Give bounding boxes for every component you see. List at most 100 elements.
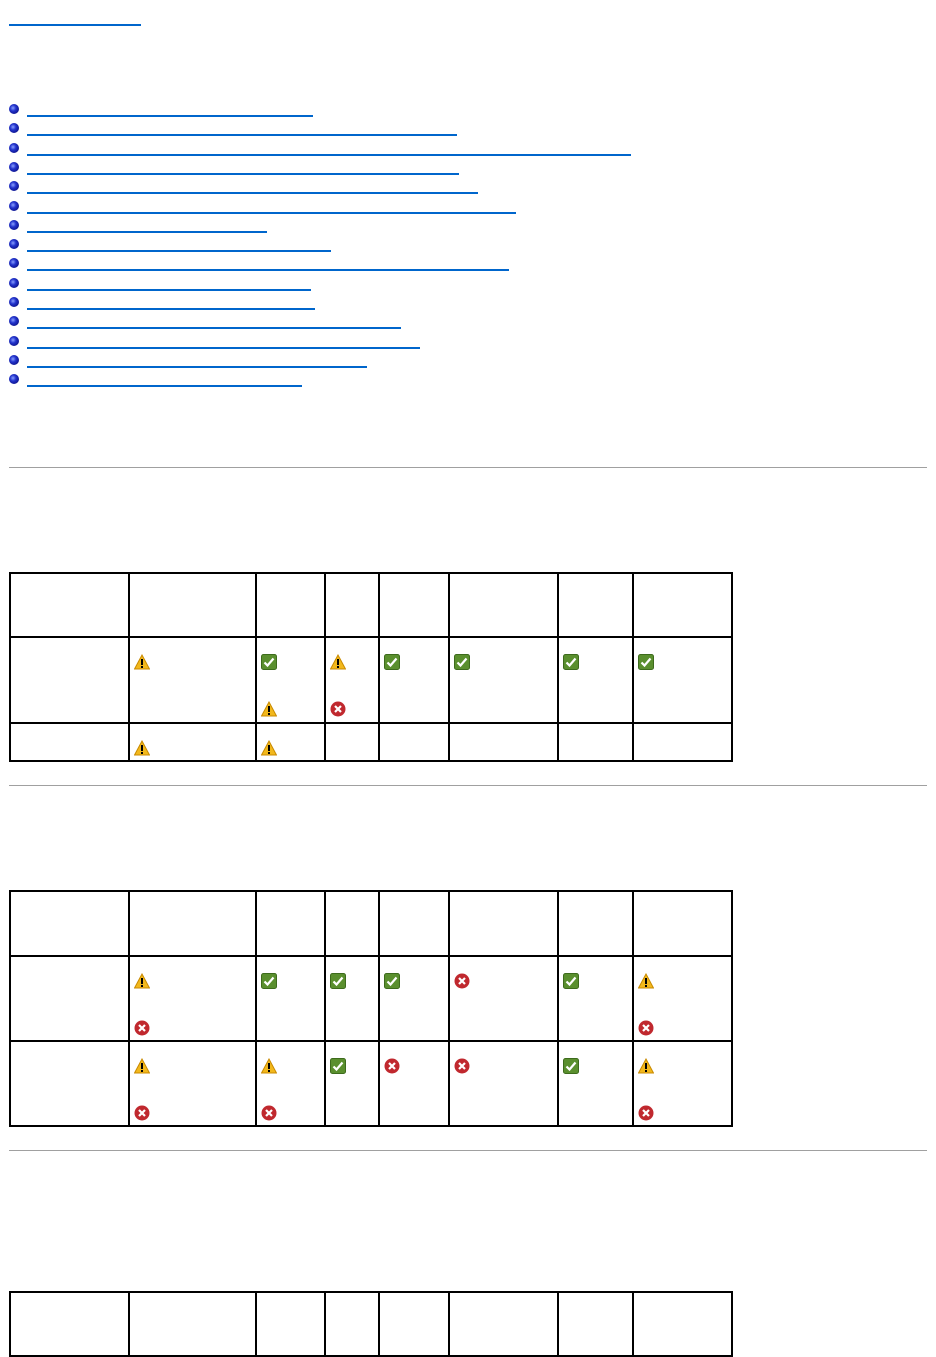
table-cell	[9, 636, 130, 724]
bullet-icon	[9, 335, 19, 346]
table-cell	[9, 722, 130, 762]
table-cell	[632, 636, 733, 724]
divider	[9, 785, 927, 786]
error-icon	[134, 1105, 150, 1121]
table-cell	[378, 955, 450, 1042]
table-cell	[324, 636, 380, 724]
table-cell	[9, 955, 130, 1042]
warning-icon	[637, 1057, 655, 1074]
table-cell	[255, 572, 326, 638]
status-table	[9, 572, 733, 762]
table-cell	[632, 1291, 733, 1357]
toc-link[interactable]	[27, 250, 331, 253]
status-table	[9, 1291, 733, 1357]
table-cell	[378, 1040, 450, 1127]
check-icon	[454, 654, 470, 670]
table-cell	[448, 722, 559, 762]
table-cell	[378, 722, 450, 762]
table-cell	[448, 955, 559, 1042]
table-cell	[9, 1291, 130, 1357]
table-cell	[255, 722, 326, 762]
bullet-icon	[9, 239, 19, 250]
warning-icon	[133, 739, 151, 756]
warning-icon	[133, 972, 151, 989]
error-icon	[638, 1020, 654, 1036]
bullet-icon	[9, 297, 19, 307]
table-cell	[128, 572, 257, 638]
table-cell	[632, 890, 733, 957]
error-icon	[134, 1020, 150, 1036]
table-cell	[255, 955, 326, 1042]
table-cell	[378, 636, 450, 724]
toc-link[interactable]	[27, 346, 420, 349]
check-icon	[563, 654, 579, 670]
error-icon	[384, 1058, 400, 1074]
table-cell	[557, 636, 634, 724]
table-cell	[632, 722, 733, 762]
toc-link[interactable]	[27, 308, 315, 310]
toc-link[interactable]	[27, 211, 516, 214]
error-icon	[638, 1105, 654, 1121]
table-row	[9, 955, 733, 1042]
toc-link[interactable]	[27, 230, 267, 233]
toc-link[interactable]	[27, 327, 401, 330]
warning-icon	[637, 972, 655, 989]
warning-icon	[133, 1057, 151, 1074]
table-cell	[448, 636, 559, 724]
table-cell	[557, 722, 634, 762]
table-cell	[324, 722, 380, 762]
toc-link[interactable]	[27, 288, 311, 291]
table-cell	[9, 1040, 130, 1127]
table-cell	[378, 890, 450, 957]
table-cell	[9, 572, 130, 638]
table-cell	[632, 1040, 733, 1127]
top-link[interactable]	[9, 24, 141, 26]
error-icon	[261, 1105, 277, 1121]
table-cell	[255, 1040, 326, 1127]
table-cell	[255, 1291, 326, 1357]
check-icon	[384, 654, 400, 670]
error-icon	[330, 701, 346, 717]
bullet-icon	[9, 123, 19, 134]
check-icon	[261, 973, 277, 989]
warning-icon	[329, 653, 347, 670]
table-cell	[557, 1040, 634, 1127]
toc-link[interactable]	[27, 153, 631, 156]
bullet-icon	[9, 258, 19, 269]
bullet-icon	[9, 161, 19, 172]
table-cell	[9, 890, 130, 957]
toc-link[interactable]	[27, 115, 313, 117]
header-row	[9, 1291, 733, 1357]
toc-link[interactable]	[27, 192, 478, 195]
table-cell	[128, 636, 257, 724]
divider	[9, 1150, 927, 1151]
header-row	[9, 572, 733, 638]
table-cell	[128, 722, 257, 762]
toc-link[interactable]	[27, 365, 367, 368]
status-table	[9, 890, 733, 1127]
toc-link[interactable]	[27, 172, 459, 175]
table-cell	[128, 890, 257, 957]
toc-link[interactable]	[27, 134, 457, 137]
toc-link[interactable]	[27, 385, 302, 388]
table-cell	[632, 955, 733, 1042]
bullet-icon	[9, 181, 19, 192]
divider	[9, 467, 927, 468]
table-cell	[378, 572, 450, 638]
table-cell	[324, 890, 380, 957]
warning-icon	[260, 700, 278, 717]
table-cell	[448, 890, 559, 957]
bullet-icon	[9, 104, 19, 114]
error-icon	[454, 973, 470, 989]
table-cell	[324, 1040, 380, 1127]
check-icon	[261, 654, 277, 670]
error-icon	[454, 1058, 470, 1074]
warning-icon	[260, 1057, 278, 1074]
bullet-icon	[9, 354, 19, 365]
header-row	[9, 890, 733, 957]
check-icon	[563, 1058, 579, 1074]
table-cell	[557, 890, 634, 957]
table-cell	[324, 955, 380, 1042]
warning-icon	[260, 739, 278, 756]
toc-link[interactable]	[27, 269, 509, 272]
